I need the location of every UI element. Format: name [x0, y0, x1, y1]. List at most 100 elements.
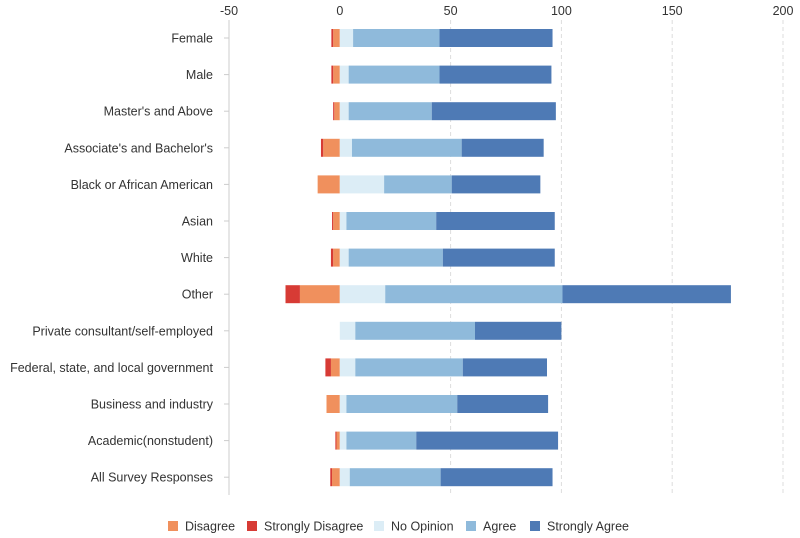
- bar-no-opinion-business-and-industry: [339, 395, 347, 413]
- bar-strongly-agree-female: [439, 29, 553, 47]
- legend-swatch-strongly-disagree: [247, 521, 257, 531]
- category-label-female: Female: [171, 32, 213, 46]
- category-label-white: White: [181, 251, 213, 265]
- bar-disagree-master-s-and-above: [334, 102, 340, 121]
- legend-item-strongly-disagree[interactable]: Strongly Disagree: [247, 520, 363, 534]
- bar-strongly-agree-associate-s-and-bachelor-s: [461, 138, 544, 157]
- bar-no-opinion-female: [339, 29, 354, 47]
- bar-disagree-all-survey-responses: [332, 468, 340, 487]
- legend-item-no-opinion[interactable]: No Opinion: [374, 520, 454, 534]
- bar-strongly-disagree-associate-s-and-bachelor-s: [320, 138, 324, 157]
- bar-strongly-disagree-female: [331, 29, 334, 47]
- category-label-black-or-african-american: Black or African American: [71, 178, 213, 192]
- legend-label-strongly-agree: Strongly Agree: [547, 520, 629, 534]
- bar-agree-academic-nonstudent: [346, 431, 417, 450]
- bar-no-opinion-black-or-african-american: [339, 175, 385, 194]
- x-tick-label-200: 200: [773, 4, 794, 18]
- bar-agree-black-or-african-american: [384, 175, 452, 194]
- bar-no-opinion-male: [339, 65, 349, 84]
- bar-no-opinion-federal-state-and-local-government: [339, 358, 356, 377]
- bar-agree-master-s-and-above: [348, 102, 432, 121]
- category-label-male: Male: [186, 68, 213, 82]
- legend-label-disagree: Disagree: [185, 520, 235, 534]
- bar-no-opinion-private-consultant-self-employed: [339, 321, 356, 340]
- bar-strongly-agree-black-or-african-american: [451, 175, 541, 194]
- bar-strongly-agree-master-s-and-above: [431, 102, 556, 121]
- category-label-associate-s-and-bachelor-s: Associate's and Bachelor's: [64, 141, 213, 155]
- bar-agree-male: [348, 65, 440, 84]
- category-label-other: Other: [182, 288, 213, 302]
- bar-strongly-disagree-male: [331, 65, 334, 84]
- grid-layer: [450, 20, 784, 495]
- bar-strongly-agree-private-consultant-self-employed: [474, 321, 562, 340]
- bar-strongly-disagree-asian: [332, 212, 334, 230]
- bar-agree-private-consultant-self-employed: [355, 321, 475, 340]
- bar-no-opinion-asian: [339, 212, 347, 230]
- bar-agree-business-and-industry: [346, 395, 458, 413]
- bar-strongly-agree-male: [439, 65, 552, 84]
- bar-strongly-agree-federal-state-and-local-government: [462, 358, 547, 377]
- legend: Disagree Strongly Disagree No Opinion Agree…: [168, 520, 629, 534]
- bar-strongly-agree-white: [442, 248, 555, 267]
- bar-disagree-asian: [333, 212, 340, 230]
- x-tick-label-0: 0: [336, 4, 343, 18]
- legend-label-agree: Agree: [483, 520, 516, 534]
- bar-disagree-female: [333, 29, 340, 47]
- bar-strongly-agree-business-and-industry: [457, 395, 549, 413]
- bar-agree-federal-state-and-local-government: [355, 358, 463, 377]
- bar-agree-associate-s-and-bachelor-s: [351, 138, 462, 157]
- axis-layer: -50 0 50 100 150 200: [220, 4, 794, 495]
- bar-strongly-agree-other: [562, 285, 731, 304]
- category-label-layer: Female Male Master's and Above Associate's …: [10, 32, 214, 485]
- bar-agree-female: [353, 29, 440, 47]
- legend-swatch-no-opinion: [374, 521, 384, 531]
- bar-agree-asian: [346, 212, 437, 230]
- bar-disagree-federal-state-and-local-government: [330, 358, 340, 377]
- bar-disagree-associate-s-and-bachelor-s: [323, 138, 340, 157]
- legend-label-no-opinion: No Opinion: [391, 520, 454, 534]
- legend-swatch-disagree: [168, 521, 178, 531]
- bar-no-opinion-master-s-and-above: [339, 102, 349, 121]
- x-tick-label-50: -50: [220, 4, 238, 18]
- bar-agree-white: [348, 248, 443, 267]
- x-tick-label-150: 150: [662, 4, 683, 18]
- category-label-all-survey-responses: All Survey Responses: [91, 471, 213, 485]
- bar-strongly-disagree-master-s-and-above: [333, 102, 335, 121]
- bar-disagree-black-or-african-american: [317, 175, 340, 194]
- bar-strongly-disagree-academic-nonstudent: [335, 431, 337, 450]
- category-label-private-consultant-self-employed: Private consultant/self-employed: [32, 324, 213, 338]
- bar-strongly-agree-all-survey-responses: [440, 468, 553, 487]
- bar-no-opinion-academic-nonstudent: [339, 431, 347, 450]
- category-label-asian: Asian: [182, 215, 213, 229]
- bar-no-opinion-associate-s-and-bachelor-s: [339, 138, 352, 157]
- bar-strongly-agree-asian: [436, 212, 555, 230]
- category-label-business-and-industry: Business and industry: [91, 398, 214, 412]
- x-tick-label-100: 100: [551, 4, 572, 18]
- bar-strongly-disagree-white: [330, 248, 334, 267]
- legend-label-strongly-disagree: Strongly Disagree: [264, 520, 363, 534]
- bar-layer: [285, 29, 731, 487]
- category-label-federal-state-and-local-government: Federal, state, and local government: [10, 361, 213, 375]
- bar-agree-other: [385, 285, 563, 304]
- bar-disagree-other: [299, 285, 340, 304]
- bar-disagree-male: [333, 65, 340, 84]
- legend-swatch-strongly-agree: [530, 521, 540, 531]
- bar-strongly-disagree-all-survey-responses: [330, 468, 333, 487]
- bar-strongly-agree-academic-nonstudent: [416, 431, 559, 450]
- legend-item-disagree[interactable]: Disagree: [168, 520, 235, 534]
- legend-item-strongly-agree[interactable]: Strongly Agree: [530, 520, 629, 534]
- bar-no-opinion-other: [339, 285, 386, 304]
- bar-no-opinion-white: [339, 248, 349, 267]
- legend-swatch-agree: [466, 521, 476, 531]
- legend-item-agree[interactable]: Agree: [466, 520, 516, 534]
- bar-strongly-disagree-federal-state-and-local-government: [325, 358, 331, 377]
- bar-disagree-academic-nonstudent: [336, 431, 340, 450]
- category-label-academic-nonstudent: Academic(nonstudent): [88, 434, 213, 448]
- bar-disagree-white: [333, 248, 340, 267]
- bar-strongly-disagree-other: [285, 285, 300, 304]
- category-label-master-s-and-above: Master's and Above: [104, 105, 213, 119]
- bar-no-opinion-all-survey-responses: [339, 468, 350, 487]
- bar-disagree-business-and-industry: [326, 395, 340, 413]
- x-tick-label-50: 50: [444, 4, 458, 18]
